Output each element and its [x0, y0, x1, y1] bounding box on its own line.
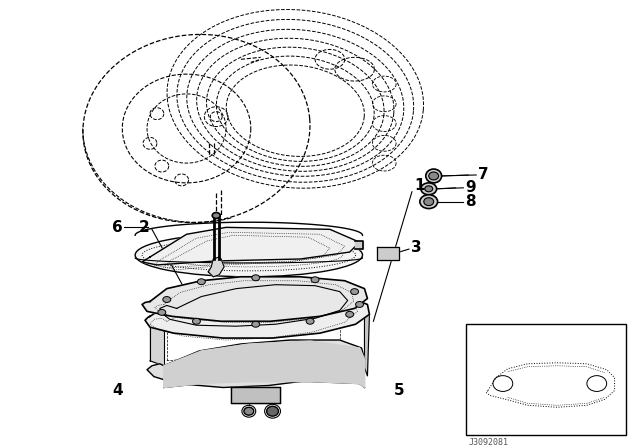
Ellipse shape: [267, 406, 278, 416]
Ellipse shape: [356, 302, 364, 307]
Bar: [467, 324, 627, 435]
Polygon shape: [145, 291, 369, 338]
Ellipse shape: [252, 321, 260, 327]
Ellipse shape: [421, 183, 436, 195]
Text: 7: 7: [478, 168, 489, 182]
Polygon shape: [365, 305, 369, 375]
Ellipse shape: [158, 310, 166, 315]
Polygon shape: [208, 257, 224, 277]
Ellipse shape: [193, 318, 200, 324]
Polygon shape: [231, 388, 280, 403]
Ellipse shape: [429, 172, 438, 180]
Polygon shape: [378, 247, 399, 260]
Polygon shape: [142, 277, 367, 321]
Polygon shape: [164, 341, 365, 388]
Text: 9: 9: [465, 180, 476, 195]
Ellipse shape: [212, 212, 220, 219]
Ellipse shape: [252, 275, 260, 281]
Ellipse shape: [426, 169, 442, 183]
Ellipse shape: [197, 279, 205, 284]
Ellipse shape: [420, 195, 438, 209]
Ellipse shape: [346, 311, 354, 317]
Ellipse shape: [306, 318, 314, 324]
Ellipse shape: [135, 233, 362, 277]
Polygon shape: [150, 316, 164, 366]
Text: 4: 4: [112, 383, 123, 398]
Text: 5: 5: [394, 383, 404, 398]
Polygon shape: [147, 340, 365, 388]
Polygon shape: [142, 227, 360, 265]
Text: 3: 3: [411, 240, 422, 254]
Ellipse shape: [163, 297, 171, 302]
Ellipse shape: [424, 198, 434, 206]
Text: 2: 2: [140, 220, 150, 235]
Text: 8: 8: [465, 194, 476, 209]
Text: 1: 1: [414, 178, 424, 194]
Text: J3092081: J3092081: [468, 438, 508, 447]
Ellipse shape: [244, 407, 254, 415]
Ellipse shape: [311, 277, 319, 283]
Ellipse shape: [351, 289, 358, 295]
Text: 6: 6: [111, 220, 122, 235]
Polygon shape: [355, 241, 362, 249]
Ellipse shape: [425, 186, 433, 192]
